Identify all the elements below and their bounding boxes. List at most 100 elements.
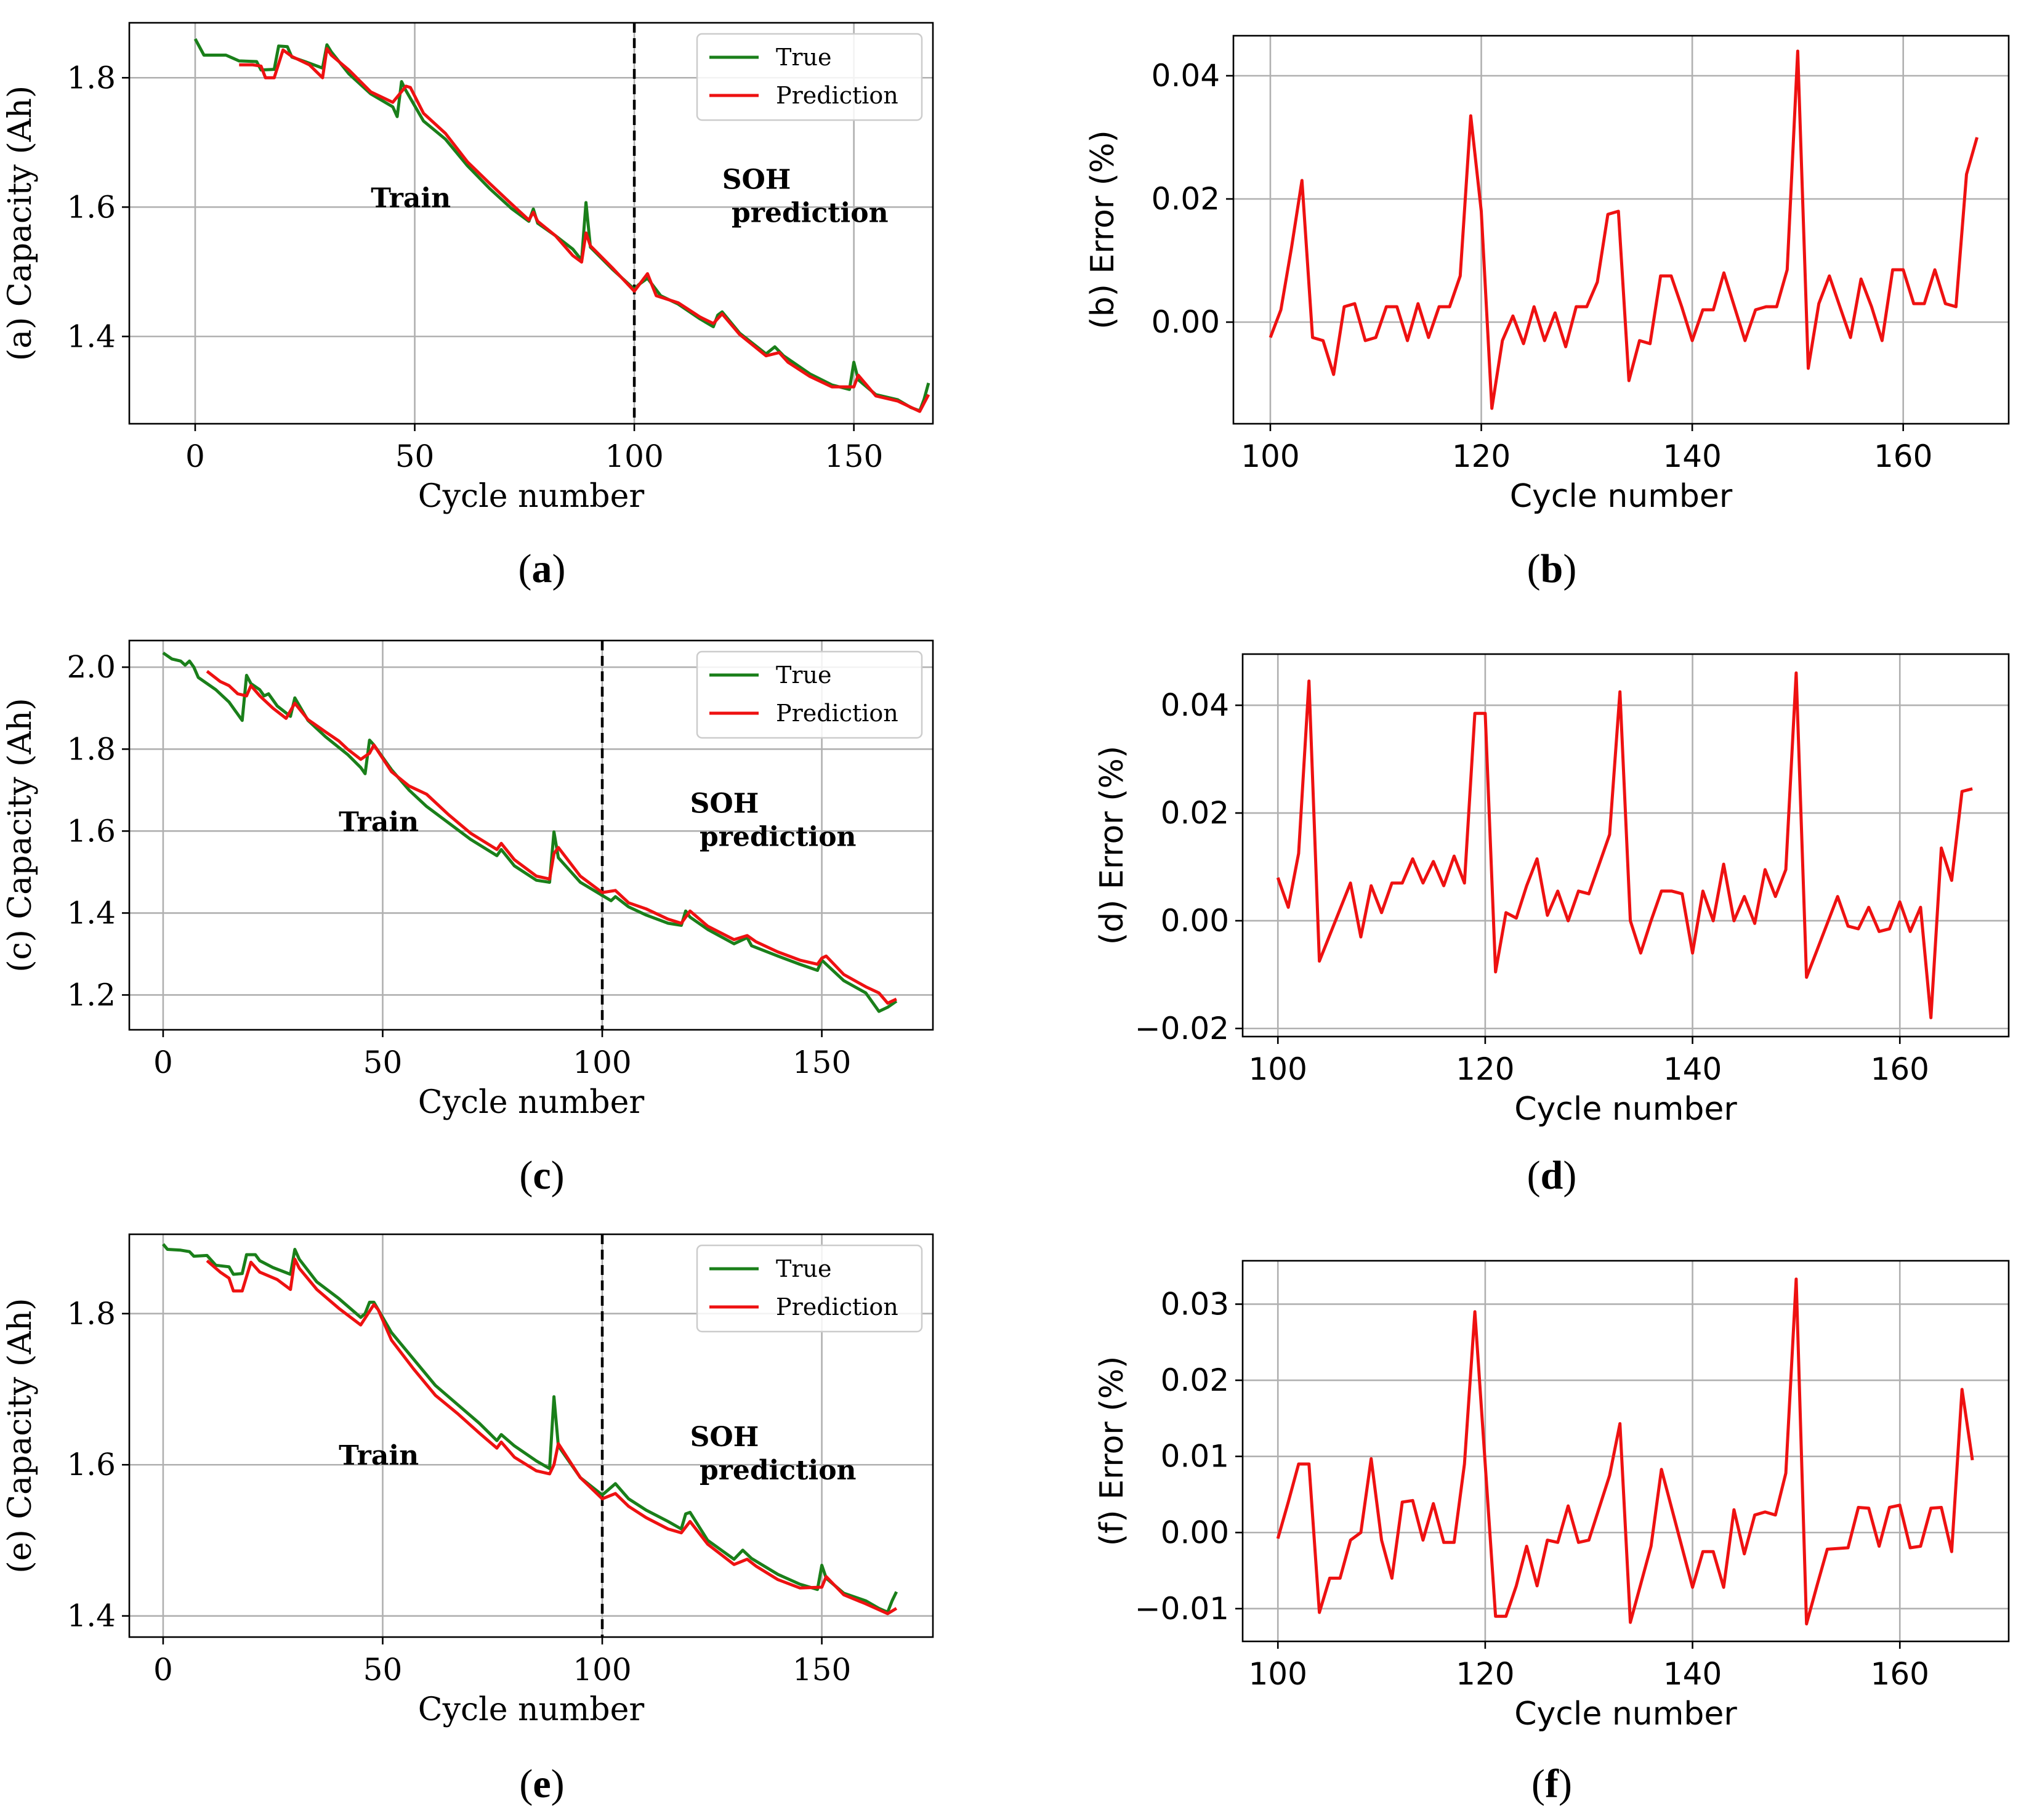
panel-caption-letter: e <box>533 1761 551 1806</box>
annotation-line: SOH <box>690 788 759 819</box>
chart-panel-c: 0 50 100 150 1.2 1.4 1.6 1.8 2.0 Cycle number (c) … <box>2 639 934 1198</box>
x-tick-label: 100 <box>573 1652 631 1688</box>
x-tick-label: 100 <box>1241 439 1299 474</box>
panel-caption-paren: ( <box>519 1761 533 1806</box>
region-annotation: Train <box>339 1440 419 1471</box>
series-line-error <box>1276 1277 1974 1626</box>
x-tick-label: 160 <box>1874 439 1932 474</box>
legend-label: Prediction <box>776 82 898 109</box>
annotation-line: Train <box>339 1440 419 1471</box>
x-tick-label: 0 <box>185 439 205 474</box>
panel-caption: (a) <box>518 546 566 591</box>
x-tick-label: 140 <box>1663 1656 1722 1692</box>
y-tick-label: 0.00 <box>1152 304 1220 340</box>
x-tick-label: 0 <box>153 1045 173 1080</box>
x-tick-label: 160 <box>1871 1051 1929 1087</box>
legend-label: True <box>776 44 831 71</box>
y-axis-label: (f) Error (%) <box>1094 1356 1131 1547</box>
axes-frame <box>128 639 934 1031</box>
x-tick-label: 100 <box>605 439 663 474</box>
panel-caption-paren: ) <box>551 1153 565 1198</box>
y-tick-label: 0.02 <box>1161 795 1229 831</box>
legend-box <box>696 1244 923 1333</box>
x-tick-label: 100 <box>1249 1656 1307 1692</box>
x-axis-label: Cycle number <box>418 478 645 515</box>
y-tick-label: 1.4 <box>67 895 116 931</box>
x-tick-label: 50 <box>363 1652 403 1688</box>
panel-caption-paren: ( <box>519 1153 533 1198</box>
panel-caption-letter: c <box>533 1153 551 1198</box>
panel-caption-paren: ) <box>1563 546 1576 591</box>
x-axis-label: Cycle number <box>1514 1696 1737 1733</box>
series-line-error <box>1269 49 1979 410</box>
y-tick-label: 0.01 <box>1161 1439 1229 1474</box>
panel-caption-paren: ( <box>1527 1153 1541 1198</box>
chart-panel-f: 100 120 140 160 −0.01 0.00 0.01 0.02 0.03 Cycle n… <box>1094 1260 2010 1806</box>
x-tick-label: 150 <box>793 1045 851 1080</box>
x-tick-label: 100 <box>1249 1051 1307 1087</box>
region-annotation: SOH prediction <box>690 788 857 852</box>
panel-caption: (e) <box>519 1761 564 1806</box>
y-tick-label: 0.00 <box>1161 903 1229 939</box>
x-tick-label: 140 <box>1663 439 1721 474</box>
y-tick-label: −0.01 <box>1135 1591 1229 1627</box>
y-tick-label: 1.8 <box>67 60 116 95</box>
panel-caption: (b) <box>1527 546 1577 591</box>
annotation-line: prediction <box>722 197 889 229</box>
panel-caption-paren: ) <box>1559 1761 1572 1806</box>
chart-panel-d: 100 120 140 160 −0.02 0.00 0.02 0.04 Cycle numbe… <box>1094 653 2010 1198</box>
annotation-line: SOH <box>690 1422 759 1453</box>
y-axis-label: (b) Error (%) <box>1084 130 1121 329</box>
panel-caption: (f) <box>1531 1761 1572 1806</box>
panel-caption-paren: ( <box>1527 546 1541 591</box>
series-line-error <box>1276 671 1973 1019</box>
y-tick-label: 1.8 <box>67 731 116 767</box>
axes-frame <box>1241 1260 2010 1643</box>
legend-label: True <box>776 661 831 689</box>
x-tick-label: 160 <box>1871 1656 1929 1692</box>
annotation-line: Train <box>371 182 451 214</box>
panel-caption-letter: f <box>1545 1761 1559 1806</box>
series-line-prediction <box>206 1258 898 1616</box>
x-axis-label: Cycle number <box>418 1084 645 1121</box>
legend-label: Prediction <box>776 700 898 727</box>
y-tick-label: 1.8 <box>67 1296 116 1332</box>
region-annotation: Train <box>371 182 451 214</box>
annotation-line: Train <box>339 806 419 838</box>
axes-frame <box>128 1233 934 1638</box>
region-annotation: SOH prediction <box>690 1422 857 1486</box>
y-tick-label: 1.2 <box>67 977 116 1013</box>
region-annotation: Train <box>339 806 419 838</box>
panel-caption: (c) <box>519 1153 564 1198</box>
panel-caption-paren: ( <box>1531 1761 1545 1806</box>
panel-caption-letter: d <box>1541 1153 1563 1198</box>
y-tick-label: 1.6 <box>67 189 116 225</box>
x-tick-label: 0 <box>153 1652 173 1688</box>
x-tick-label: 100 <box>573 1045 631 1080</box>
panel-caption-paren: ( <box>518 546 532 591</box>
x-tick-label: 120 <box>1452 439 1511 474</box>
annotation-line: prediction <box>690 821 857 852</box>
axes-frame <box>1232 34 2010 425</box>
legend: True Prediction <box>696 1244 923 1333</box>
chart-panel-e: 0 50 100 150 1.4 1.6 1.8 Cycle number (e) Capaci… <box>2 1233 934 1806</box>
legend-label: Prediction <box>776 1293 898 1321</box>
x-tick-label: 140 <box>1663 1051 1722 1087</box>
panel-caption-paren: ) <box>1563 1153 1576 1198</box>
legend: True Prediction <box>696 650 923 739</box>
annotation-line: SOH <box>722 164 791 195</box>
x-tick-label: 50 <box>395 439 435 474</box>
chart-panel-b: 100 120 140 160 0.00 0.02 0.04 Cycle number (b) … <box>1084 34 2010 591</box>
y-tick-label: 0.00 <box>1161 1515 1229 1550</box>
x-axis-label: Cycle number <box>418 1691 645 1728</box>
x-axis-label: Cycle number <box>1514 1091 1737 1128</box>
axes-frame <box>128 22 934 425</box>
panel-caption-letter: b <box>1541 546 1563 591</box>
x-tick-label: 150 <box>825 439 883 474</box>
y-tick-label: 0.02 <box>1161 1362 1229 1398</box>
legend-box <box>696 650 923 739</box>
y-tick-label: −0.02 <box>1135 1011 1229 1046</box>
x-tick-label: 50 <box>363 1045 403 1080</box>
